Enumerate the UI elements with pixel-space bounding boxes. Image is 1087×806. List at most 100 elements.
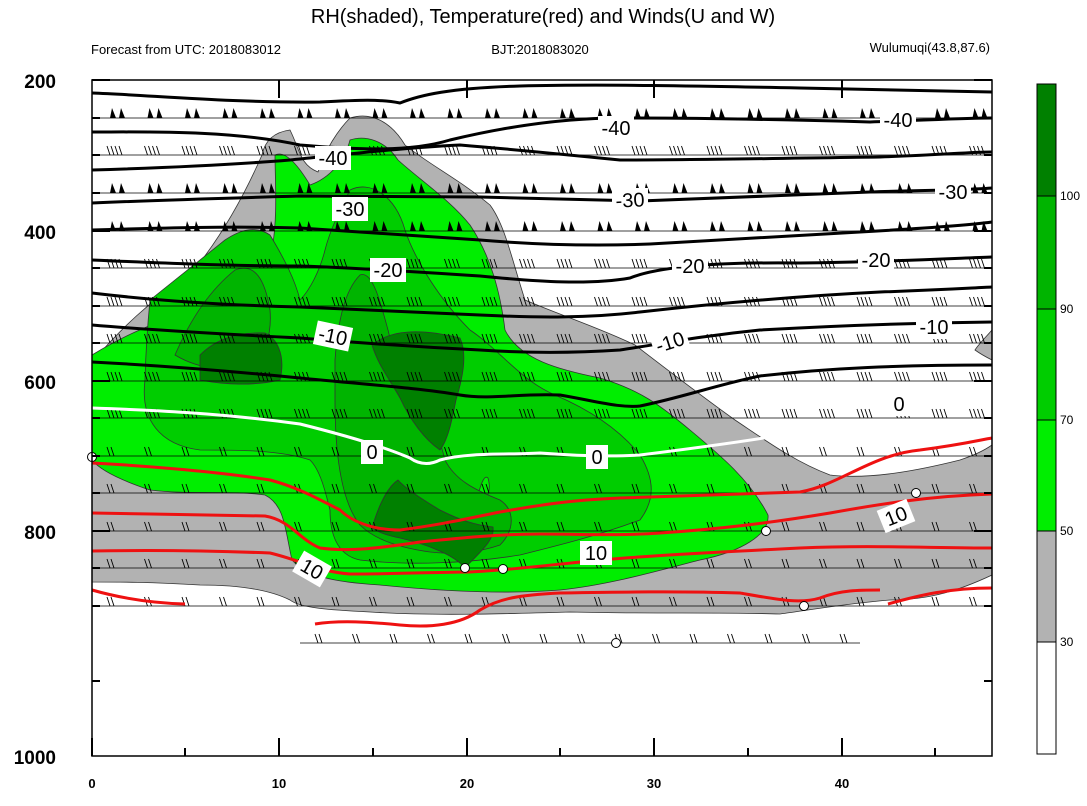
rh-shade-100-b	[371, 331, 465, 451]
wind-barb	[677, 296, 681, 307]
wind-barb	[594, 408, 598, 419]
wind-barb	[969, 371, 973, 382]
wind-barb	[931, 483, 936, 494]
wind-barb	[560, 371, 565, 382]
wind-barb	[639, 333, 644, 344]
cold-isotherms	[91, 83, 993, 408]
wind-barb	[294, 596, 298, 607]
wind-barb	[406, 408, 411, 419]
wind-barb	[223, 371, 227, 382]
wind-barb	[543, 633, 548, 644]
wind-barb	[706, 446, 711, 457]
wind-barb	[231, 145, 235, 156]
wind-barb	[560, 108, 575, 118]
wind-barb	[677, 408, 681, 419]
wind-barb	[481, 558, 486, 569]
wind-barb	[410, 483, 415, 494]
wind-barb	[823, 558, 827, 569]
wind-barb	[343, 408, 348, 419]
wind-barb	[894, 483, 898, 494]
wind-barb	[219, 333, 223, 344]
wind-barb	[598, 145, 602, 156]
wind-barb	[827, 408, 831, 419]
wind-barb	[969, 333, 973, 344]
wind-barb	[785, 183, 800, 193]
wind-barb	[331, 521, 336, 532]
wind-barb	[447, 183, 463, 193]
wind-barb	[106, 521, 111, 532]
wind-barb	[298, 596, 302, 607]
wind-barb	[493, 333, 498, 344]
wind-barb	[564, 333, 569, 344]
wind-barb	[260, 145, 265, 156]
wind-barb	[448, 596, 452, 607]
wind-barb	[639, 145, 644, 156]
wind-barb	[556, 408, 561, 419]
wind-barb	[977, 258, 981, 269]
wind-barb	[110, 371, 115, 382]
wind-barb	[452, 408, 456, 419]
wind-barb	[673, 145, 677, 156]
wind-barb	[643, 296, 648, 307]
wind-barb	[748, 446, 752, 457]
wind-barb	[843, 633, 848, 644]
wind-barb	[564, 408, 569, 419]
wind-barb	[681, 371, 685, 382]
colorbar-segment	[1037, 531, 1056, 642]
wind-barb	[418, 333, 423, 344]
wind-barb	[227, 371, 231, 382]
wind-barb	[823, 371, 827, 382]
wind-barb	[935, 108, 950, 118]
subtitle-center: BJT:2018083020	[491, 42, 589, 57]
wind-barb	[185, 446, 190, 457]
wind-barb	[710, 483, 715, 494]
wind-barb	[519, 521, 523, 532]
wind-barb	[110, 333, 115, 344]
wind-barb	[747, 183, 763, 193]
wind-barb	[656, 633, 660, 644]
wind-barb	[331, 408, 336, 419]
wind-barb	[935, 408, 940, 419]
wind-barb	[106, 371, 111, 382]
wind-barb	[506, 633, 510, 644]
wind-barb	[981, 333, 985, 344]
wind-barb	[977, 371, 981, 382]
wind-barb	[906, 371, 910, 382]
wind-barb	[935, 521, 940, 532]
wind-barb	[485, 296, 490, 307]
wind-barb	[747, 108, 763, 118]
wind-barb	[431, 633, 435, 644]
wind-barb	[935, 371, 940, 382]
wind-barb	[447, 108, 463, 118]
wind-barb	[448, 446, 452, 457]
wind-barb	[527, 408, 531, 419]
wind-barb	[260, 558, 265, 569]
wind-barb	[185, 145, 190, 156]
wind-barb	[706, 558, 711, 569]
wind-barb	[669, 408, 673, 419]
wind-barb	[406, 596, 411, 607]
contour-label: -30	[615, 189, 645, 212]
wind-barb	[597, 108, 613, 118]
wind-barb	[369, 596, 373, 607]
wind-barb	[939, 371, 944, 382]
wind-barb	[602, 371, 606, 382]
wind-barb	[594, 333, 598, 344]
wind-barb	[256, 483, 261, 494]
wind-barb	[969, 483, 973, 494]
wind-barb	[418, 408, 423, 419]
contour-label: -20	[374, 260, 403, 282]
wind-barb	[673, 296, 677, 307]
wind-barb	[752, 333, 756, 344]
wind-barb	[294, 408, 298, 419]
x-tick-label: 10	[272, 776, 286, 791]
wind-barb	[223, 558, 227, 569]
wind-barb	[485, 371, 490, 382]
wind-barb	[219, 596, 223, 607]
wind-barb	[144, 446, 148, 457]
wind-barb	[943, 258, 948, 269]
wind-barb	[335, 408, 340, 419]
wind-barb	[185, 333, 190, 344]
y-tick-label: 800	[24, 523, 56, 544]
wind-barb	[193, 333, 198, 344]
